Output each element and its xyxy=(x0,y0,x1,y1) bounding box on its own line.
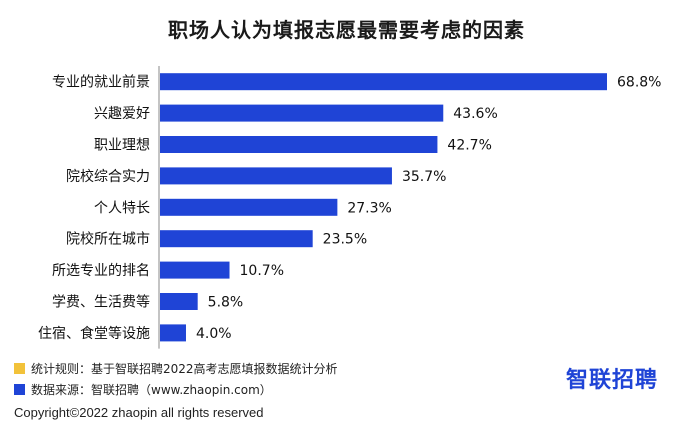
chart-title: 职场人认为填报志愿最需要考虑的因素 xyxy=(168,18,525,42)
copyright-text: Copyright©2022 zhaopin all rights reserv… xyxy=(14,405,264,420)
category-label: 学费、生活费等 xyxy=(52,294,150,311)
bar xyxy=(160,324,186,342)
category-label: 专业的就业前景 xyxy=(52,74,150,91)
value-label: 23.5% xyxy=(323,232,367,248)
category-label: 院校所在城市 xyxy=(66,231,150,248)
bar xyxy=(160,230,313,248)
legend-swatch-blue xyxy=(14,384,25,395)
legend-note-source: 数据来源：智联招聘（www.zhaopin.com） xyxy=(14,381,272,398)
bar xyxy=(160,167,392,185)
bar xyxy=(160,136,438,153)
bar-chart: 专业的就业前景 68.8% 兴趣爱好 43.6% 职业理想 42.7% 院校综合实力 35.7… xyxy=(38,66,661,349)
category-label: 住宿、食堂等设施 xyxy=(38,325,150,342)
legend-note-rule: 统计规则：基于智联招聘2022高考志愿填报数据统计分析 xyxy=(14,360,338,377)
category-label: 兴趣爱好 xyxy=(94,106,150,122)
value-label: 42.7% xyxy=(447,138,491,154)
value-label: 10.7% xyxy=(240,263,284,279)
bar xyxy=(160,104,444,122)
bar xyxy=(160,293,198,310)
zhaopin-logo: 智联招聘 xyxy=(566,368,659,393)
value-label: 35.7% xyxy=(402,169,446,185)
category-label: 院校综合实力 xyxy=(66,168,150,185)
category-label: 所选专业的排名 xyxy=(52,263,150,279)
bar xyxy=(160,261,230,279)
bar xyxy=(160,73,607,91)
value-label: 5.8% xyxy=(208,295,244,311)
value-label: 68.8% xyxy=(617,75,661,91)
value-label: 27.3% xyxy=(347,200,391,216)
legend-swatch-yellow xyxy=(14,363,25,374)
value-label: 43.6% xyxy=(453,106,497,122)
category-label: 职业理想 xyxy=(94,138,150,154)
value-label: 4.0% xyxy=(196,326,232,342)
legend-note-source-text: 数据来源：智联招聘（www.zhaopin.com） xyxy=(31,383,272,397)
legend-note-rule-text: 统计规则：基于智联招聘2022高考志愿填报数据统计分析 xyxy=(31,362,338,376)
category-label: 个人特长 xyxy=(94,200,150,216)
bar xyxy=(160,198,338,216)
